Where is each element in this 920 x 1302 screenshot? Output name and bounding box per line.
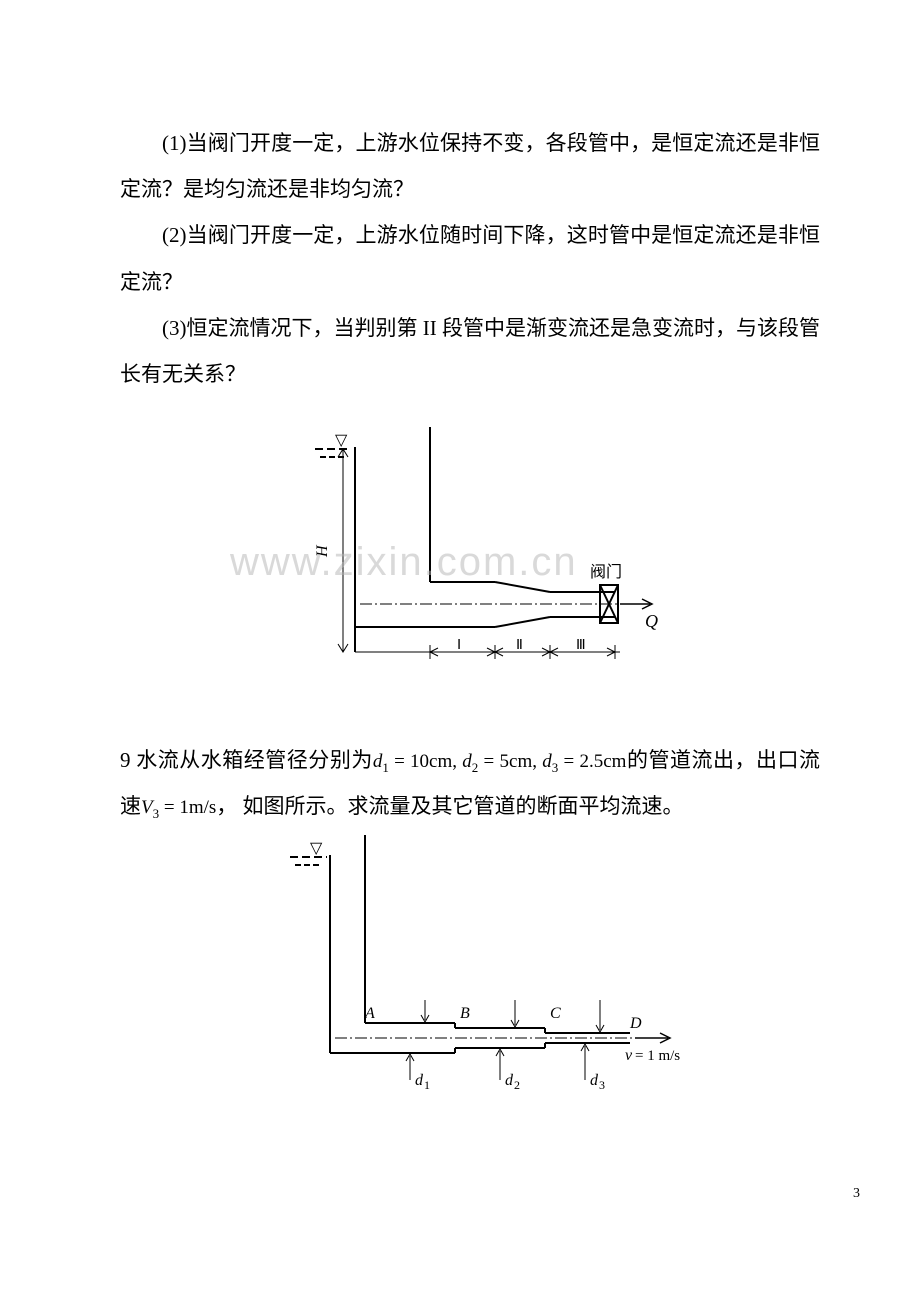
formula-v3: V3 = 1m/s	[141, 797, 216, 818]
paragraph-3: (3)恒定流情况下，当判别第 II 段管中是渐变流还是急变流时，与该段管长有无关…	[120, 305, 820, 397]
svg-text:= 1 m/s: = 1 m/s	[635, 1048, 680, 1064]
problem-9-prefix: 9 水流从水箱经管径分别为	[120, 748, 373, 772]
svg-text:A: A	[364, 1005, 375, 1022]
svg-text:v: v	[625, 1047, 633, 1064]
svg-text:Ⅰ: Ⅰ	[457, 638, 461, 653]
svg-text:3: 3	[599, 1078, 605, 1092]
svg-text:Q: Q	[645, 611, 658, 631]
formula-d1: d1 = 10cm, d2 = 5cm, d3 = 2.5cm	[373, 751, 627, 772]
svg-text:▽: ▽	[310, 840, 323, 857]
svg-text:d: d	[590, 1072, 599, 1089]
figure-2: ▽ A B C D	[120, 835, 820, 1095]
problem-9-suffix: ， 如图所示。求流量及其它管道的断面平均流速。	[216, 794, 683, 818]
svg-text:B: B	[460, 1005, 470, 1022]
svg-text:d: d	[415, 1072, 424, 1089]
paragraph-2: (2)当阀门开度一定，上游水位随时间下降，这时管中是恒定流还是非恒定流？	[120, 212, 820, 304]
problem-9-text: 9 水流从水箱经管径分别为d1 = 10cm, d2 = 5cm, d3 = 2…	[120, 737, 820, 829]
svg-text:2: 2	[514, 1078, 520, 1092]
svg-text:d: d	[505, 1072, 514, 1089]
svg-text:1: 1	[424, 1078, 430, 1092]
svg-text:阀门: 阀门	[590, 563, 622, 581]
svg-text:Ⅱ: Ⅱ	[516, 638, 523, 653]
svg-text:D: D	[629, 1015, 642, 1032]
svg-text:▽: ▽	[335, 432, 348, 449]
figure-1: ▽ H Q	[120, 427, 820, 697]
paragraph-1: (1)当阀门开度一定，上游水位保持不变，各段管中，是恒定流还是非恒定流？是均匀流…	[120, 120, 820, 212]
svg-text:H: H	[314, 544, 331, 558]
svg-text:C: C	[550, 1005, 561, 1022]
page-number: 3	[853, 1186, 860, 1202]
svg-text:Ⅲ: Ⅲ	[576, 638, 586, 653]
